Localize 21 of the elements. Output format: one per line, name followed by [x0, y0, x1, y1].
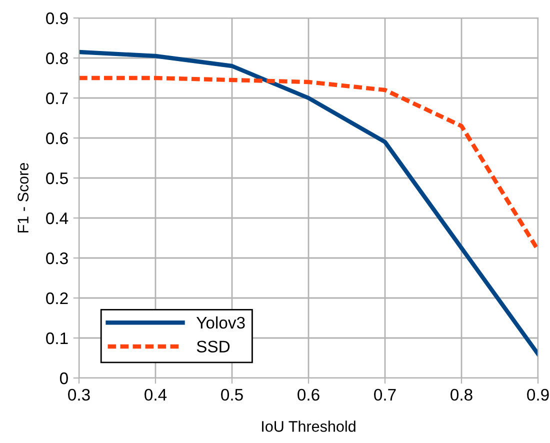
x-tick-label: 0.6 — [298, 388, 320, 401]
y-tick-label: 0.9 — [46, 12, 68, 24]
x-tick-label: 0.3 — [68, 388, 90, 401]
legend-label: Yolov3 — [196, 316, 245, 329]
x-tick-label: 0.8 — [450, 388, 472, 401]
x-tick-label: 0.4 — [144, 388, 167, 401]
y-tick-label: 0.3 — [46, 252, 68, 264]
x-tick-label: 0.5 — [221, 388, 243, 401]
y-tick-label: 0.7 — [46, 92, 68, 104]
x-tick-label: 0.7 — [374, 388, 396, 401]
legend-label: SSD — [196, 340, 230, 353]
y-tick-label: 0.4 — [46, 212, 68, 224]
x-axis-title: IoU Threshold — [262, 420, 356, 432]
y-tick-label: 0 — [60, 372, 68, 384]
x-tick-label: 0.9 — [527, 388, 549, 401]
y-tick-label: 0.8 — [46, 52, 68, 64]
y-tick-label: 0.5 — [46, 172, 68, 184]
y-axis-title: F1 - Score — [18, 163, 29, 232]
y-tick-label: 0.1 — [46, 332, 68, 344]
y-tick-label: 0.2 — [46, 292, 68, 304]
y-tick-label: 0.6 — [46, 132, 68, 144]
